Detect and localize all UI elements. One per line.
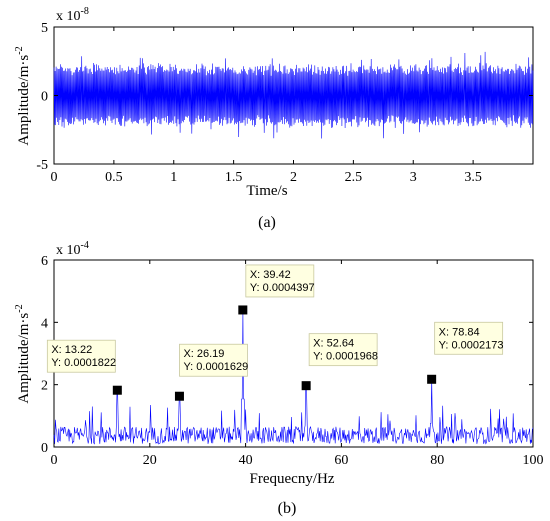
x-tick-label-a: 1.5 (225, 170, 243, 185)
datatip-box (179, 343, 248, 377)
x-tick-label-b: 100 (523, 453, 544, 468)
datatip-marker (112, 385, 122, 395)
x-axis-label-b: Frequecny/Hz (250, 471, 335, 487)
x-tick-label-b: 20 (143, 453, 157, 468)
datatip-x-value: X: 26.19 (183, 348, 224, 360)
spectrum-series (53, 309, 534, 445)
x-ticks-a: 0 0.5 1 1.5 2 2.5 3 3.5 (51, 27, 482, 185)
time-signal-series (53, 51, 534, 139)
y-ticks-a: -5 0 5 (36, 21, 533, 173)
x-tick-label-b: 40 (239, 453, 253, 468)
x-tick-label-a: 0.5 (105, 170, 123, 185)
datatip[interactable]: X: 52.64Y: 0.0001968 (301, 333, 378, 391)
datatip-x-value: X: 78.84 (439, 326, 480, 338)
datatip-box (46, 339, 116, 373)
y-tick-label-b: 2 (41, 379, 48, 394)
datatip-marker (238, 305, 248, 315)
datatip-marker (427, 374, 437, 384)
x-tick-label-a: 1 (170, 170, 177, 185)
y-tick-label-b: 0 (41, 441, 48, 456)
y-ticks-b: 0 2 4 6 (41, 254, 533, 456)
datatip-y-value: Y: 0.0001822 (51, 357, 116, 369)
x-tick-label-a: 2 (290, 170, 297, 185)
y-axis-label-a: Amplitude/m·s-2 (14, 46, 32, 145)
datatip[interactable]: X: 78.84Y: 0.0002173 (427, 321, 504, 384)
datatip-x-value: X: 52.64 (313, 338, 354, 350)
datatip-y-value: Y: 0.0001968 (313, 351, 378, 363)
y-tick-label-a: 0 (41, 90, 48, 105)
peak-datatips: X: 13.22Y: 0.0001822 X: 26.19Y: 0.0001629… (46, 264, 504, 401)
datatip-marker (301, 381, 311, 391)
y-tick-label-a: 5 (41, 21, 48, 36)
datatip-marker (174, 391, 184, 401)
datatip-box (308, 333, 378, 367)
x-axis-label-a: Time/s (246, 183, 287, 199)
panel-label-b: (b) (278, 500, 297, 517)
datatip[interactable]: X: 26.19Y: 0.0001629 (174, 343, 248, 401)
datatip-y-value: Y: 0.0004397 (250, 282, 315, 294)
time-domain-chart: 0 0.5 1 1.5 2 2.5 3 3.5 -505 x 10-8 Time/s Ampl… (14, 6, 534, 231)
x-ticks-b: 0 20 40 60 80 100 (51, 260, 544, 468)
time-signal-line (53, 51, 534, 139)
y-multiplier-a: x 10-8 (56, 6, 89, 24)
datatip-box (434, 321, 504, 355)
y-tick-label-b: 4 (41, 316, 48, 331)
y-tick-label-a: -5 (36, 158, 48, 173)
x-tick-label-a: 3 (410, 170, 417, 185)
y-tick-label-b: 6 (41, 254, 48, 269)
datatip-y-value: Y: 0.0001629 (183, 361, 248, 373)
datatip-x-value: X: 39.42 (250, 269, 291, 281)
x-tick-label-b: 0 (51, 453, 58, 468)
spectrum-line (53, 309, 534, 445)
y-multiplier-b: x 10-4 (56, 240, 89, 258)
datatip-box (245, 264, 315, 298)
datatip-x-value: X: 13.22 (51, 344, 92, 356)
x-tick-label-b: 60 (334, 453, 348, 468)
x-tick-label-b: 80 (430, 453, 444, 468)
x-tick-label-a: 2.5 (345, 170, 363, 185)
y-axis-label-b: Amplitude/m·s-2 (14, 304, 32, 403)
x-tick-label-a: 3.5 (464, 170, 482, 185)
datatip-y-value: Y: 0.0002173 (439, 339, 504, 351)
datatip[interactable]: X: 13.22Y: 0.0001822 (46, 339, 122, 395)
x-tick-label-a: 0 (51, 170, 58, 185)
datatip[interactable]: X: 39.42Y: 0.0004397 (238, 264, 315, 315)
panel-label-a: (a) (258, 214, 276, 231)
